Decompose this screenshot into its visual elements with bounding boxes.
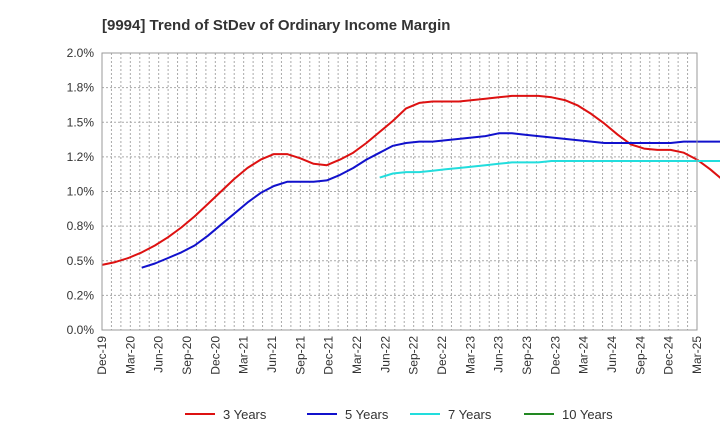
x-tick-label: Dec-19 xyxy=(95,336,109,375)
series-line-1 xyxy=(141,132,720,269)
y-tick-label: 0.2% xyxy=(67,288,95,302)
x-tick-label: Mar-21 xyxy=(237,336,251,374)
legend: 3 Years 5 Years 7 Years 10 Years xyxy=(185,407,613,422)
x-tick-label: Sep-23 xyxy=(520,336,534,375)
y-tick-label: 1.2% xyxy=(67,150,95,164)
y-tick-label: 0.0% xyxy=(67,323,95,337)
x-tick-label: Mar-20 xyxy=(123,336,137,374)
x-tick-label: Mar-22 xyxy=(350,336,364,374)
x-tick-label: Sep-22 xyxy=(407,336,421,375)
x-tick-label: Dec-24 xyxy=(662,336,676,375)
series-line-0 xyxy=(101,94,720,266)
x-tick-label: Jun-24 xyxy=(605,336,619,373)
x-tick-label: Sep-20 xyxy=(180,336,194,375)
y-tick-label: 1.0% xyxy=(67,185,95,199)
x-tick-label: Mar-23 xyxy=(463,336,477,374)
x-tick-label: Jun-22 xyxy=(378,336,392,373)
chart-title: [9994] Trend of StDev of Ordinary Income… xyxy=(102,17,450,34)
x-tick-label: Mar-24 xyxy=(577,336,591,374)
series-line-2 xyxy=(379,160,720,179)
x-tick-label: Jun-20 xyxy=(152,336,166,373)
y-tick-label: 1.5% xyxy=(67,115,95,129)
grid xyxy=(102,53,697,330)
y-axis-ticks: 0.0% 0.2% 0.5% 0.8% 1.0% 1.2% 1.5% 1.8% 2.0% xyxy=(67,46,95,337)
legend-label: 3 Years xyxy=(223,407,267,422)
y-tick-label: 0.8% xyxy=(67,219,95,233)
x-axis-ticks: Dec-19 Mar-20 Jun-20 Sep-20 Dec-20 Mar-21 Jun-… xyxy=(95,336,704,375)
x-tick-label: Sep-24 xyxy=(633,336,647,375)
x-tick-label: Jun-23 xyxy=(492,336,506,373)
x-tick-label: Dec-22 xyxy=(435,336,449,375)
legend-label: 7 Years xyxy=(448,407,492,422)
legend-label: 5 Years xyxy=(345,407,389,422)
y-tick-label: 2.0% xyxy=(67,46,95,60)
x-tick-label: Dec-20 xyxy=(208,336,222,375)
x-tick-label: Mar-25 xyxy=(690,336,704,374)
x-tick-label: Sep-21 xyxy=(293,336,307,375)
plot-frame xyxy=(101,52,698,331)
y-tick-label: 0.5% xyxy=(67,254,95,268)
legend-label: 10 Years xyxy=(562,407,613,422)
series-lines xyxy=(101,94,720,269)
x-tick-label: Dec-23 xyxy=(548,336,562,375)
y-tick-label: 1.8% xyxy=(67,81,95,95)
x-tick-label: Dec-21 xyxy=(322,336,336,375)
x-tick-label: Jun-21 xyxy=(265,336,279,373)
